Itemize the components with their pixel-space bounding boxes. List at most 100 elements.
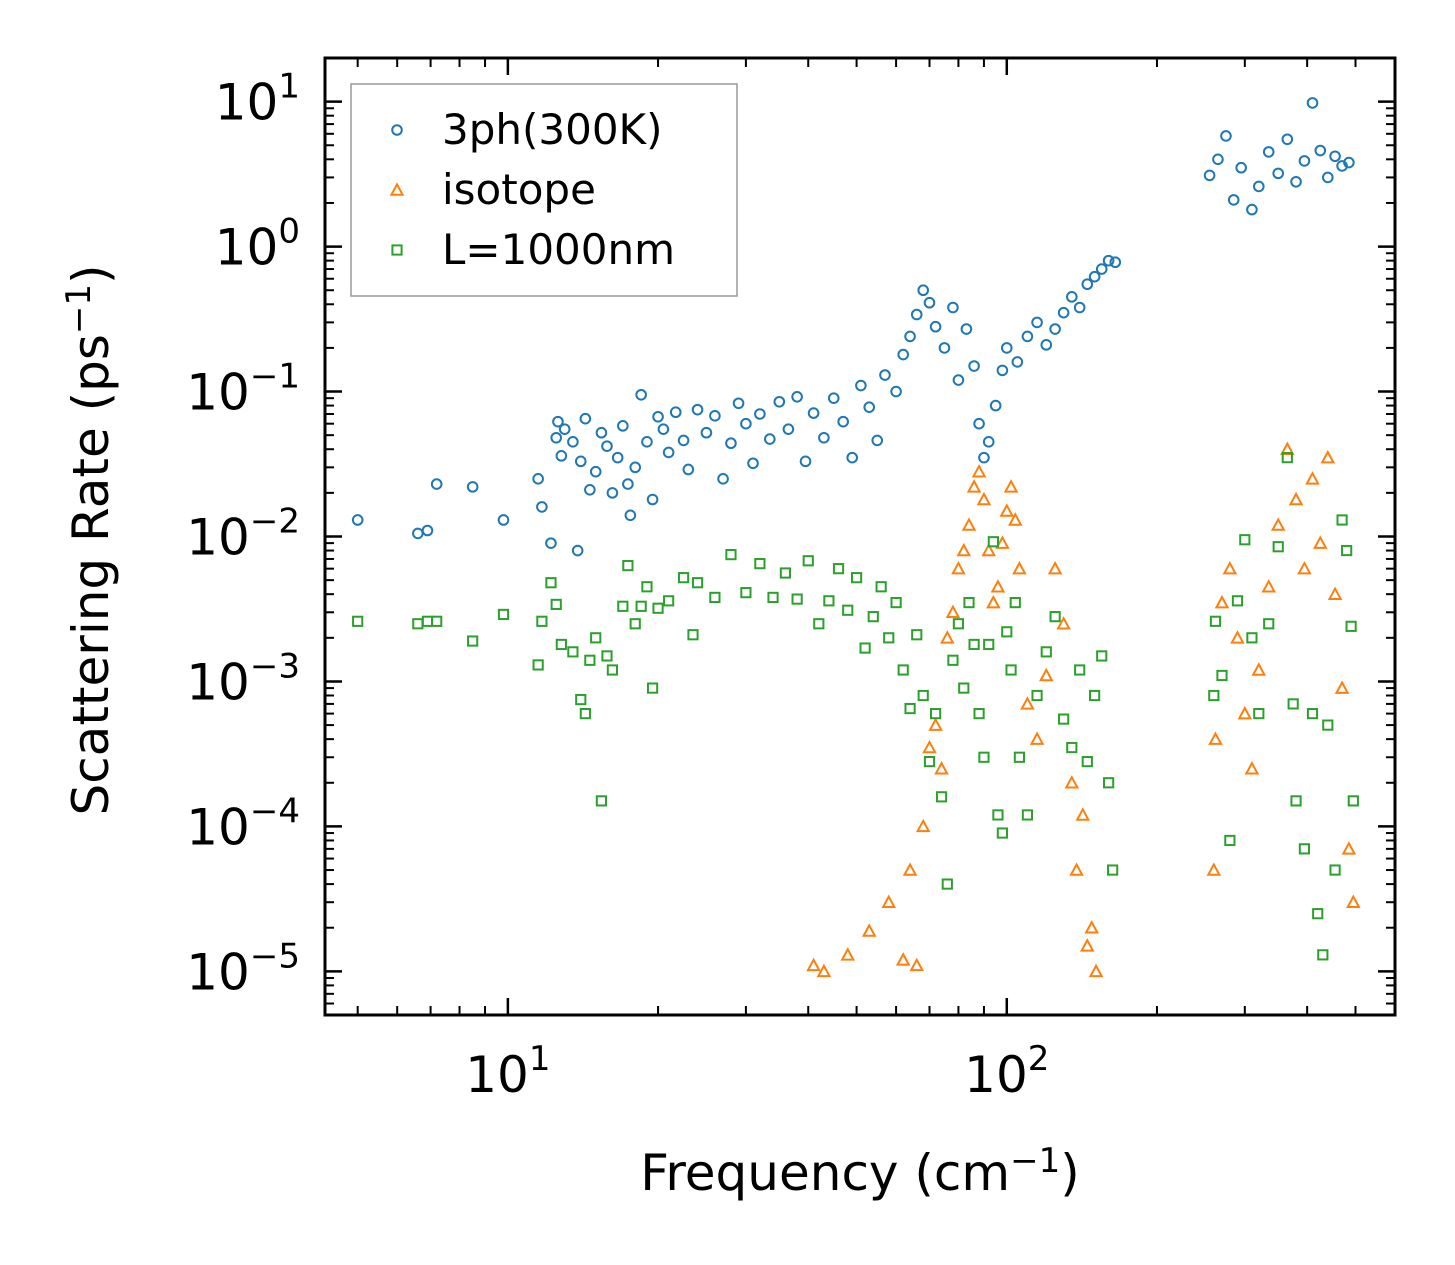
legend-marker-2 xyxy=(391,244,403,256)
legend-box xyxy=(350,83,738,297)
data-point xyxy=(1343,156,1355,169)
data-point xyxy=(1346,894,1361,908)
data-point xyxy=(1322,719,1334,731)
data-point xyxy=(779,567,792,579)
data-point xyxy=(895,952,911,966)
data-point xyxy=(1088,963,1104,978)
data-point xyxy=(807,407,820,419)
data-point xyxy=(911,629,923,641)
data-point xyxy=(928,717,943,731)
data-point xyxy=(1095,263,1108,275)
data-point xyxy=(1270,517,1286,531)
data-point xyxy=(973,708,985,720)
legend-label-isotope: isotope xyxy=(442,165,596,214)
data-point xyxy=(855,379,867,392)
data-point xyxy=(1253,708,1265,720)
data-point xyxy=(1261,579,1277,593)
data-point xyxy=(875,581,887,593)
y-tick-label: 10−5 xyxy=(186,936,300,1001)
x-tick-label-exp: 1 xyxy=(529,1039,551,1079)
y-tick-label-exp: −3 xyxy=(250,646,300,686)
data-point xyxy=(879,369,891,381)
data-point xyxy=(687,629,699,641)
data-point xyxy=(966,479,982,493)
data-point xyxy=(1287,698,1299,710)
data-point xyxy=(747,457,759,470)
data-point xyxy=(641,581,653,593)
data-point xyxy=(909,957,925,972)
data-point xyxy=(938,342,951,354)
data-point xyxy=(1246,632,1258,644)
data-point xyxy=(846,451,859,464)
data-point xyxy=(910,308,923,321)
data-point xyxy=(624,509,637,522)
data-points xyxy=(351,97,1361,978)
data-point xyxy=(904,330,916,343)
data-point xyxy=(940,630,955,644)
x-axis-title-close: ) xyxy=(1060,1144,1080,1202)
data-point xyxy=(595,795,608,807)
data-point xyxy=(629,461,642,474)
data-point xyxy=(532,659,544,671)
data-point xyxy=(669,406,682,419)
y-tick-label-exp: 0 xyxy=(278,212,300,252)
data-point xyxy=(986,594,1001,609)
data-point xyxy=(550,598,562,611)
data-point xyxy=(917,689,929,702)
data-point xyxy=(657,423,670,435)
data-point xyxy=(802,555,814,567)
data-point xyxy=(1336,160,1348,172)
data-point xyxy=(902,862,918,876)
data-point xyxy=(1040,339,1053,351)
data-point xyxy=(497,608,510,621)
data-point xyxy=(1057,306,1070,319)
data-point xyxy=(1281,133,1294,146)
data-point xyxy=(1208,689,1220,702)
y-tick-label-base: 10 xyxy=(215,74,279,132)
data-point xyxy=(871,434,884,447)
data-point xyxy=(968,638,980,651)
data-point xyxy=(842,604,854,616)
data-point xyxy=(740,417,752,430)
data-point xyxy=(558,423,571,435)
data-point xyxy=(806,957,821,972)
data-point xyxy=(622,559,634,572)
data-point xyxy=(1230,630,1245,644)
data-point xyxy=(412,618,424,630)
data-point xyxy=(1089,689,1101,702)
x-tick-label: 102 xyxy=(964,1039,1049,1104)
data-point xyxy=(1334,680,1350,694)
legend: 3ph(300K) isotope L=1000nm xyxy=(350,83,738,297)
data-point xyxy=(1336,514,1348,526)
data-point xyxy=(1341,544,1353,557)
data-point xyxy=(897,664,909,676)
data-point xyxy=(421,615,434,627)
data-point xyxy=(740,587,752,599)
data-point xyxy=(1327,586,1343,600)
data-point xyxy=(1109,256,1122,269)
data-point xyxy=(923,755,936,768)
data-point xyxy=(827,392,840,404)
data-point xyxy=(1345,620,1357,632)
y-tick-label-exp: −2 xyxy=(250,502,300,542)
y-tick-label: 101 xyxy=(215,67,300,132)
data-point xyxy=(691,403,704,416)
data-point xyxy=(818,431,830,444)
data-point xyxy=(1069,862,1084,876)
data-point xyxy=(850,572,863,584)
data-point xyxy=(1246,203,1258,216)
x-axis-title-sup: −1 xyxy=(1010,1141,1060,1181)
data-point xyxy=(992,809,1004,821)
data-point xyxy=(1306,97,1319,109)
data-point xyxy=(837,415,849,428)
data-point xyxy=(1203,169,1216,182)
data-point xyxy=(1314,144,1327,157)
data-point xyxy=(1012,560,1027,575)
data-point xyxy=(430,478,443,490)
data-point xyxy=(536,615,548,627)
x-tick-label-exp: 2 xyxy=(1028,1039,1050,1079)
data-point xyxy=(1029,731,1045,745)
data-point xyxy=(823,595,835,607)
data-point xyxy=(412,527,424,540)
